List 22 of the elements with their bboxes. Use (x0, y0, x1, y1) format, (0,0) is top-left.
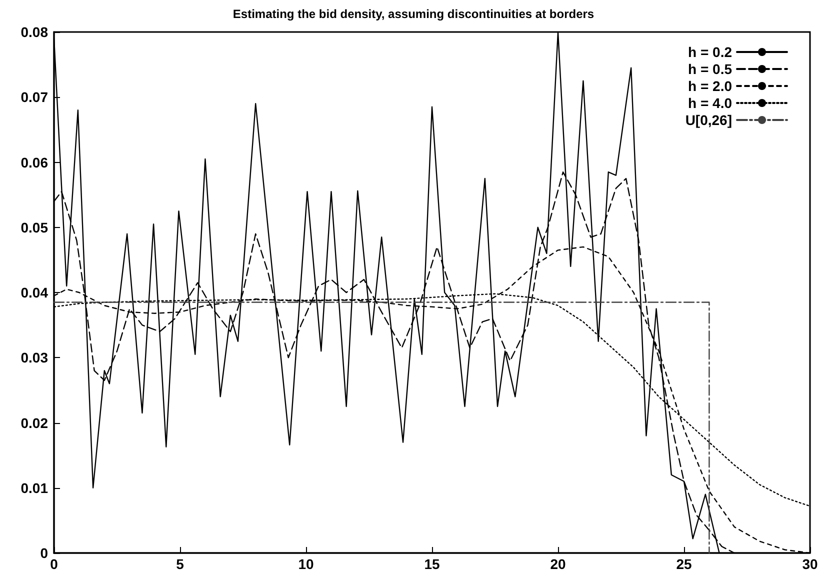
legend-label: h = 4.0 (688, 95, 732, 111)
legend-label: U[0,26] (685, 112, 732, 128)
x-tick-label: 10 (298, 556, 314, 572)
y-tick-label: 0.01 (20, 480, 48, 496)
x-tick-label: 5 (176, 556, 184, 572)
x-tick-label: 25 (676, 556, 692, 572)
y-tick-label: 0.05 (20, 219, 48, 236)
chart-title: Estimating the bid density, assuming discontinuities at borders (232, 7, 594, 21)
y-tick-label: 0.03 (20, 350, 48, 366)
legend-label: h = 2.0 (688, 78, 732, 94)
legend-label: h = 0.5 (688, 61, 732, 77)
x-tick-label: 0 (50, 556, 58, 572)
y-tick-label: 0.08 (20, 24, 48, 40)
y-tick-label: 0.04 (20, 284, 48, 300)
y-tick-label: 0.07 (20, 89, 48, 106)
y-tick-label: 0 (40, 545, 48, 561)
legend-label: h = 0.2 (688, 44, 732, 60)
x-tick-label: 15 (424, 556, 440, 572)
x-tick-label: 20 (550, 556, 566, 572)
y-tick-label: 0.06 (20, 154, 48, 170)
y-tick-label: 0.02 (20, 414, 48, 431)
x-tick-label: 30 (802, 556, 818, 572)
